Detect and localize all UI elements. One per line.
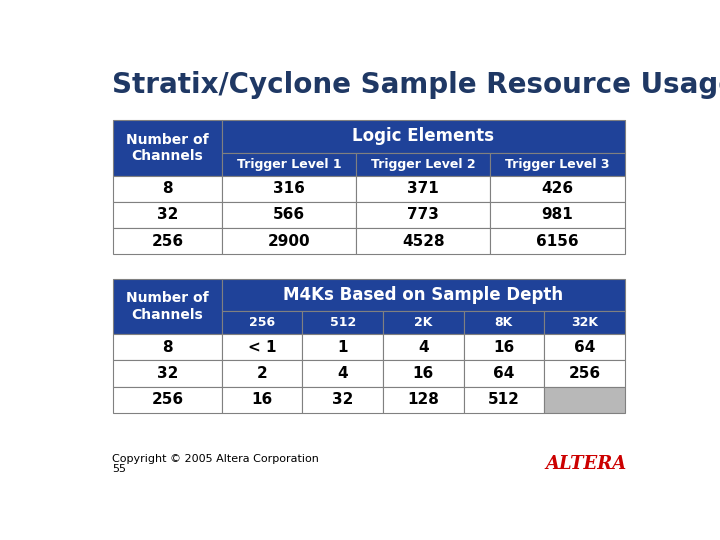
Bar [113,228,222,254]
Bar [490,176,625,202]
Bar [222,153,356,176]
Bar [302,387,383,413]
Bar [222,120,625,153]
Text: 8: 8 [162,340,173,355]
Text: ALTERA: ALTERA [545,455,626,473]
Text: < 1: < 1 [248,340,276,355]
Bar [302,334,383,361]
Bar [113,279,222,334]
Bar [302,361,383,387]
Text: 32: 32 [157,366,178,381]
Text: 32: 32 [157,207,178,222]
Bar [356,202,490,228]
Bar [222,334,302,361]
Text: 8: 8 [162,181,173,196]
Text: 256: 256 [249,316,275,329]
Text: 981: 981 [541,207,573,222]
Text: Trigger Level 3: Trigger Level 3 [505,158,610,171]
Text: 316: 316 [273,181,305,196]
Text: 4528: 4528 [402,234,444,248]
Bar [383,311,464,334]
Bar [222,279,625,311]
Bar [383,334,464,361]
Text: 32: 32 [332,392,354,407]
Text: 128: 128 [408,392,439,407]
Bar [113,334,222,361]
Bar [222,361,302,387]
Text: 16: 16 [413,366,434,381]
Bar [383,361,464,387]
Bar [113,202,222,228]
Text: 64: 64 [574,340,595,355]
Bar [383,387,464,413]
Text: 1: 1 [338,340,348,355]
Bar [222,202,356,228]
Text: Trigger Level 2: Trigger Level 2 [371,158,476,171]
Bar [544,334,625,361]
Text: 256: 256 [151,234,184,248]
Text: 4: 4 [338,366,348,381]
Bar [113,361,222,387]
Text: 2900: 2900 [268,234,310,248]
Bar [544,311,625,334]
Bar [490,202,625,228]
Text: 2: 2 [256,366,267,381]
Text: 16: 16 [493,340,515,355]
Text: Stratix/Cyclone Sample Resource Usage: Stratix/Cyclone Sample Resource Usage [112,71,720,99]
Bar [356,228,490,254]
Text: Logic Elements: Logic Elements [352,127,494,145]
Text: 256: 256 [568,366,600,381]
Text: Copyright © 2005 Altera Corporation: Copyright © 2005 Altera Corporation [112,455,318,464]
Text: 4: 4 [418,340,428,355]
Bar [464,334,544,361]
Bar [490,153,625,176]
Bar [356,176,490,202]
Bar [222,311,302,334]
Text: 773: 773 [408,207,439,222]
Bar [222,387,302,413]
Text: 55: 55 [112,464,126,474]
Bar [490,228,625,254]
Text: 16: 16 [251,392,273,407]
Bar [222,176,356,202]
Text: Number of
Channels: Number of Channels [126,292,209,322]
Text: 2K: 2K [414,316,433,329]
Text: 371: 371 [408,181,439,196]
Text: 512: 512 [330,316,356,329]
Text: Number of
Channels: Number of Channels [126,133,209,163]
Bar [356,153,490,176]
Bar [544,387,625,413]
Text: 6156: 6156 [536,234,579,248]
Bar [222,228,356,254]
Bar [113,387,222,413]
Bar [302,311,383,334]
Text: 512: 512 [488,392,520,407]
Text: 8K: 8K [495,316,513,329]
Bar [113,120,222,176]
Bar [464,387,544,413]
Text: 256: 256 [151,392,184,407]
Text: 566: 566 [273,207,305,222]
Text: Trigger Level 1: Trigger Level 1 [237,158,341,171]
Bar [113,176,222,202]
Bar [464,361,544,387]
Text: 32K: 32K [571,316,598,329]
Text: M4Ks Based on Sample Depth: M4Ks Based on Sample Depth [283,286,563,304]
Bar [544,361,625,387]
Text: 426: 426 [541,181,574,196]
Bar [464,311,544,334]
Text: 64: 64 [493,366,515,381]
